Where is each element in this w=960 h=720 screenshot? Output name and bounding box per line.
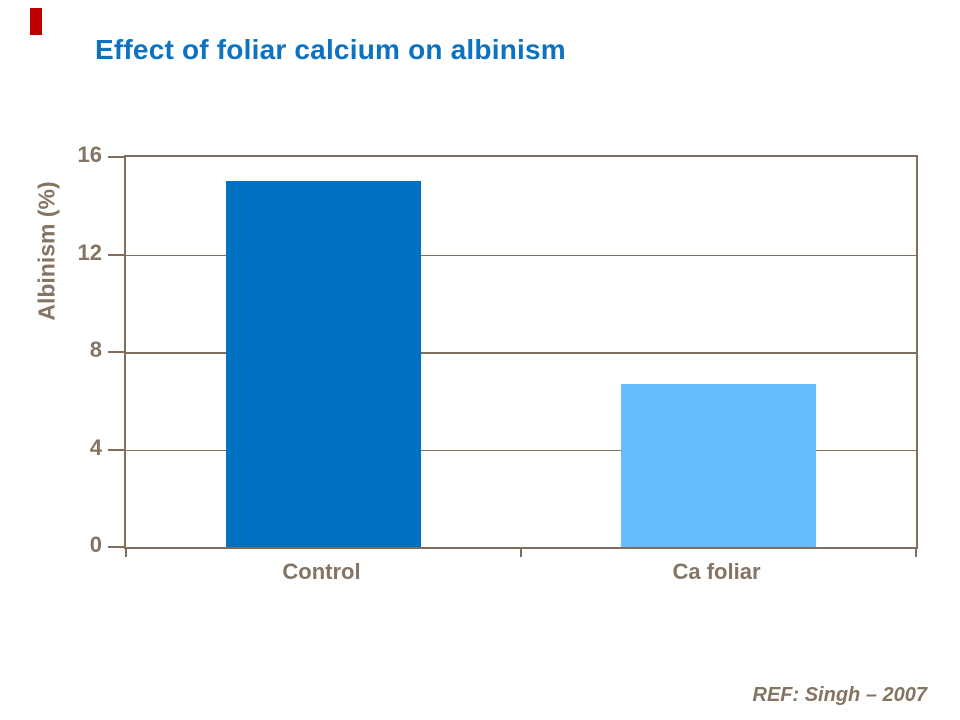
x-category-label-1: Control xyxy=(282,559,361,584)
gridline-12 xyxy=(126,254,916,256)
bar-ca-foliar xyxy=(620,383,817,547)
accent-bar xyxy=(30,8,42,35)
x-tick-mark-2 xyxy=(915,548,917,557)
y-tick-mark-12 xyxy=(108,253,124,256)
y-tick-mark-16 xyxy=(108,156,124,158)
plot-area xyxy=(108,155,918,557)
x-tick-mark-1 xyxy=(520,548,522,557)
y-tick-label-0: 0 xyxy=(89,532,102,557)
y-tick-label-8: 8 xyxy=(89,337,102,362)
slide-title: Effect of foliar calcium on albinism xyxy=(95,34,566,65)
x-tick-mark-0 xyxy=(125,548,127,557)
y-axis-labels: 0 4 8 12 16 xyxy=(0,142,102,557)
gridline-4 xyxy=(126,449,916,451)
y-tick-label-16: 16 xyxy=(77,142,102,167)
gridline-8 xyxy=(126,352,916,354)
y-tick-mark-0 xyxy=(108,546,124,548)
x-category-label-2: Ca foliar xyxy=(672,559,761,584)
reference-text: REF: Singh – 2007 xyxy=(752,684,928,706)
y-tick-mark-4 xyxy=(108,448,124,451)
x-axis-labels: Control Ca foliar xyxy=(124,559,914,589)
bar-control xyxy=(225,181,422,547)
y-tick-label-12: 12 xyxy=(77,239,102,265)
y-tick-mark-8 xyxy=(108,351,124,353)
y-tick-label-4: 4 xyxy=(89,434,102,460)
